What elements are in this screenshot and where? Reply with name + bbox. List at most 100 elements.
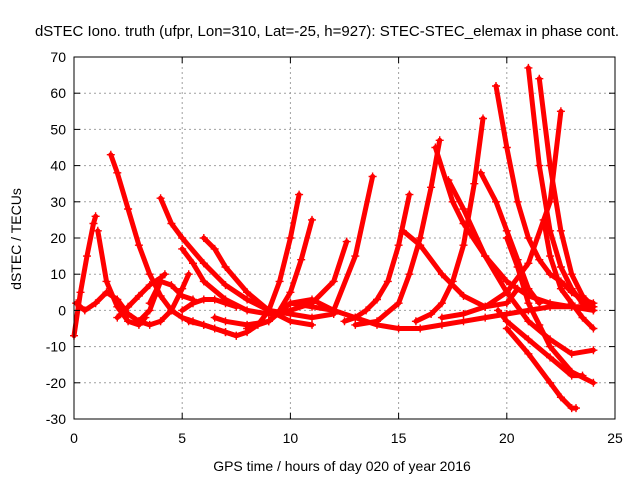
data-point <box>113 302 122 311</box>
y-tick-label: 10 <box>50 266 66 282</box>
data-point <box>243 295 252 304</box>
data-point <box>76 288 85 297</box>
data-point <box>297 255 306 264</box>
data-point <box>394 299 403 308</box>
chart-title: dSTEC Iono. truth (ufpr, Lon=310, Lat=-2… <box>35 23 619 40</box>
data-point <box>113 313 122 322</box>
data-point <box>437 320 446 329</box>
data-point <box>546 270 555 279</box>
data-point <box>308 320 316 329</box>
data-point <box>476 168 485 177</box>
data-series <box>411 114 487 326</box>
data-point <box>156 194 165 203</box>
data-point <box>567 299 576 308</box>
data-point <box>221 328 230 337</box>
data-point <box>539 215 548 224</box>
series-line <box>108 152 174 313</box>
data-point <box>308 295 316 304</box>
data-point <box>199 234 208 242</box>
data-point <box>295 190 304 199</box>
data-series <box>502 324 580 413</box>
data-point <box>329 277 338 286</box>
data-point <box>145 299 154 308</box>
data-point <box>535 161 544 170</box>
data-point <box>145 270 154 279</box>
data-point <box>167 281 176 290</box>
series-line <box>541 217 596 331</box>
data-point <box>178 291 187 300</box>
data-point <box>470 179 479 188</box>
data-point <box>556 107 565 116</box>
data-series <box>539 215 598 333</box>
data-point <box>524 299 533 308</box>
data-point <box>546 342 555 351</box>
data-point <box>210 244 219 253</box>
data-series-group <box>70 63 598 413</box>
data-point <box>556 393 565 402</box>
data-series <box>178 295 241 315</box>
y-tick-label: 0 <box>58 302 66 318</box>
data-point <box>134 317 143 326</box>
data-point <box>210 313 219 322</box>
data-point <box>232 331 241 340</box>
data-point <box>351 252 360 261</box>
data-point <box>589 378 598 387</box>
data-point <box>578 299 587 308</box>
data-point <box>524 335 533 344</box>
y-tick-label: -20 <box>46 375 66 391</box>
data-point <box>184 270 193 279</box>
data-point <box>167 306 176 315</box>
data-point <box>589 346 598 355</box>
data-point <box>106 150 115 159</box>
data-point <box>124 317 133 326</box>
data-point <box>178 234 187 242</box>
data-point <box>411 317 420 326</box>
data-point <box>459 317 468 326</box>
data-point <box>535 74 544 83</box>
data-point <box>481 252 490 261</box>
data-series <box>524 63 598 315</box>
data-point <box>145 320 154 329</box>
data-point <box>431 143 440 152</box>
data-point <box>178 306 187 315</box>
data-point <box>189 259 197 268</box>
series-line <box>158 195 337 321</box>
data-point <box>199 259 208 268</box>
axis-ticks <box>73 56 616 420</box>
data-point <box>427 183 436 192</box>
data-point <box>459 241 468 250</box>
data-point <box>178 284 187 293</box>
data-point <box>178 244 187 253</box>
data-point <box>398 226 407 235</box>
data-point <box>134 291 143 300</box>
y-tick-label: 20 <box>50 230 66 246</box>
data-point <box>535 255 544 264</box>
data-point <box>221 299 230 308</box>
data-point <box>221 263 230 271</box>
data-point <box>502 317 511 326</box>
data-point <box>502 288 511 297</box>
grid <box>74 57 615 419</box>
data-series <box>106 150 176 315</box>
data-point <box>524 234 533 242</box>
data-point <box>351 313 360 322</box>
data-point <box>567 367 576 376</box>
data-point <box>275 277 284 286</box>
y-axis-label: dSTEC / TECUs <box>8 188 24 290</box>
data-point <box>243 324 252 333</box>
data-point <box>113 168 122 177</box>
data-series <box>398 226 522 311</box>
data-point <box>546 353 555 362</box>
data-point <box>524 317 533 326</box>
data-point <box>405 270 414 279</box>
data-point <box>479 114 487 123</box>
data-point <box>178 313 187 322</box>
data-point <box>124 205 133 213</box>
y-tick-label: -30 <box>46 411 66 427</box>
series-line <box>179 239 350 317</box>
data-point <box>141 313 150 322</box>
data-point <box>513 263 522 271</box>
series-line <box>352 137 443 328</box>
data-point <box>556 226 565 235</box>
